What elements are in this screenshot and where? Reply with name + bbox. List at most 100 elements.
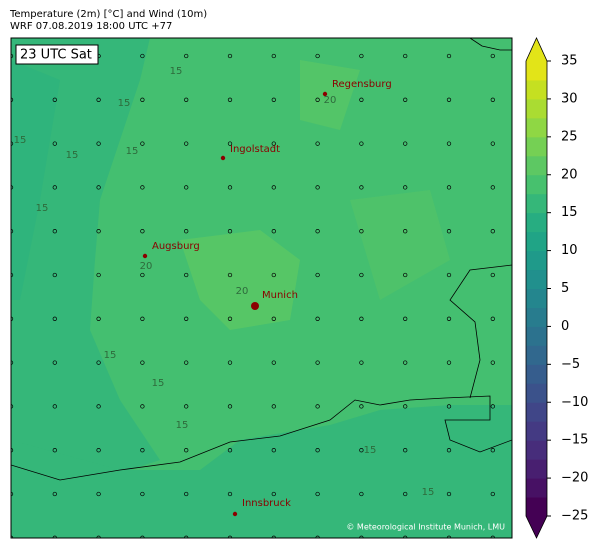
- contour-label: 15: [422, 487, 435, 498]
- station: [403, 185, 408, 190]
- contour-label: 15: [66, 150, 79, 161]
- city-label: Innsbruck: [242, 498, 291, 509]
- station: [227, 316, 233, 321]
- city-dot: [220, 155, 226, 161]
- colorbar-band: [526, 250, 547, 271]
- station: [140, 272, 145, 278]
- colorbar-tick-label: 35: [561, 54, 578, 69]
- colorbar-band: [526, 288, 547, 308]
- station: [446, 316, 452, 321]
- station: [11, 97, 14, 102]
- station: [490, 185, 495, 190]
- station: [11, 185, 14, 190]
- station: [315, 404, 320, 409]
- station: [271, 229, 276, 234]
- station: [140, 491, 145, 497]
- station: [359, 448, 364, 453]
- station: [52, 97, 57, 102]
- contour-label: 15: [118, 98, 131, 109]
- station: [403, 141, 408, 146]
- station: [11, 491, 14, 497]
- station: [403, 448, 408, 453]
- station: [359, 272, 364, 278]
- station: [446, 360, 452, 365]
- colorbar-band: [526, 155, 547, 176]
- contour-label: 15: [104, 350, 117, 361]
- colorbar-band: [526, 440, 547, 460]
- station: [52, 404, 57, 409]
- title: Temperature (2m) [°C] and Wind (10m): [9, 9, 207, 20]
- station: [96, 141, 101, 146]
- colorbar-tick-label: −10: [561, 395, 588, 410]
- station: [11, 53, 14, 59]
- colorbar-band: [526, 345, 547, 365]
- colorbar-tick-label: 25: [561, 129, 578, 144]
- station: [96, 316, 101, 321]
- contour-label: 20: [324, 95, 337, 106]
- colorbar-band: [526, 117, 547, 138]
- colorbar-tick-label: −15: [561, 433, 588, 448]
- station: [315, 53, 320, 59]
- station: [11, 360, 14, 365]
- station: [227, 272, 233, 278]
- time-label: 23 UTC Sat: [20, 48, 92, 63]
- station: [52, 316, 57, 321]
- colorbar-band: [526, 459, 547, 479]
- station: [315, 185, 320, 190]
- station: [271, 185, 276, 190]
- station: [315, 97, 320, 102]
- station: [490, 491, 495, 497]
- station: [359, 360, 364, 365]
- colorbar-tick-label: 30: [561, 91, 578, 106]
- station: [11, 141, 14, 146]
- station: [227, 141, 233, 146]
- station: [227, 448, 233, 453]
- station: [11, 316, 14, 321]
- station: [315, 360, 320, 365]
- station: [359, 185, 364, 190]
- station: [96, 491, 101, 497]
- city-label: Augsburg: [152, 241, 200, 252]
- station: [403, 360, 408, 365]
- station: [140, 141, 145, 146]
- station: [184, 185, 189, 190]
- station: [315, 448, 320, 453]
- station: [271, 141, 276, 146]
- station: [184, 404, 189, 409]
- colorbar-band: [526, 98, 547, 119]
- colorbar-band: [526, 193, 547, 214]
- station: [446, 185, 452, 190]
- contour-label: 15: [126, 146, 139, 157]
- station: [490, 141, 495, 146]
- station: [359, 229, 364, 234]
- station: [52, 141, 57, 146]
- station: [11, 404, 14, 409]
- station: [315, 229, 320, 234]
- colorbar-band: [526, 212, 547, 233]
- colorbar-band: [526, 383, 547, 403]
- station: [403, 316, 408, 321]
- city-dot: [142, 253, 148, 259]
- station: [140, 316, 145, 321]
- station: [446, 448, 452, 453]
- station: [315, 141, 320, 146]
- station: [96, 272, 101, 278]
- station: [446, 491, 452, 497]
- colorbar-band: [526, 307, 547, 327]
- credit: © Meteorological Institute Munich, LMU: [346, 523, 505, 532]
- colorbar-tick-label: −25: [561, 509, 588, 524]
- city-label: Regensburg: [332, 79, 392, 90]
- station: [271, 360, 276, 365]
- station: [490, 229, 495, 234]
- colorbar-band: [526, 174, 547, 195]
- station: [446, 404, 452, 409]
- colorbar-band: [526, 478, 547, 498]
- station: [52, 448, 57, 453]
- station: [184, 97, 189, 102]
- station: [403, 404, 408, 409]
- station: [184, 448, 189, 453]
- colorbar-tick-label: 15: [561, 205, 578, 220]
- station: [227, 185, 233, 190]
- station: [184, 316, 189, 321]
- station: [271, 316, 276, 321]
